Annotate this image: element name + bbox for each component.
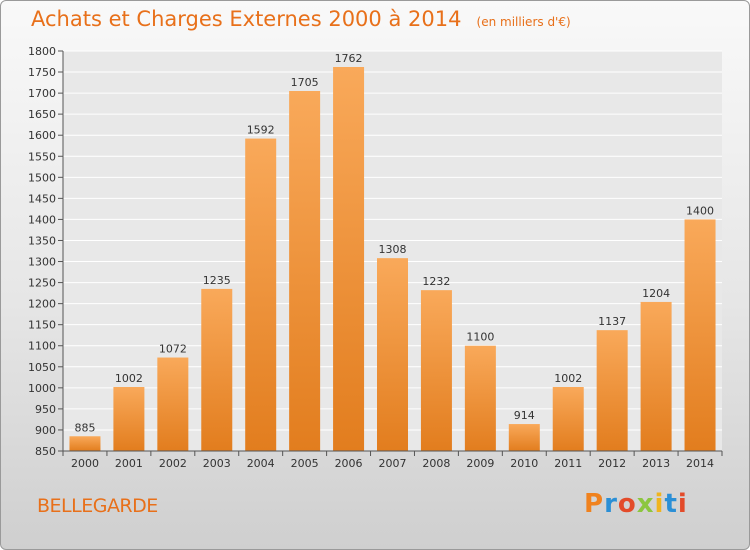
title-area: Achats et Charges Externes 2000 à 2014 (… (31, 7, 571, 31)
y-tick-label: 1400 (28, 213, 56, 226)
bar-value-label: 1592 (247, 124, 275, 137)
y-tick-label: 1800 (28, 45, 56, 58)
bar-value-label: 1137 (598, 315, 626, 328)
x-tick-label: 2007 (379, 457, 407, 470)
bars (69, 67, 716, 451)
bar-value-label: 1100 (466, 331, 494, 344)
x-tick-label: 2004 (247, 457, 275, 470)
y-tick-label: 900 (35, 424, 56, 437)
logo-letter: i (654, 489, 665, 519)
bar-value-label: 1072 (159, 343, 187, 356)
logo-letter: P (584, 489, 605, 519)
x-tick-label: 2003 (203, 457, 231, 470)
logo-letter: x (636, 489, 655, 519)
chart-subtitle: (en milliers d'€) (476, 15, 571, 29)
x-tick-label: 2009 (466, 457, 494, 470)
logo-letter: r (604, 489, 618, 519)
y-tick-label: 1050 (28, 361, 56, 374)
logo-letter: i (677, 489, 688, 519)
y-tick-label: 1350 (28, 234, 56, 247)
bar-2008 (420, 290, 452, 451)
y-tick-label: 1450 (28, 192, 56, 205)
x-tick-label: 2012 (598, 457, 626, 470)
y-tick-label: 1200 (28, 298, 56, 311)
x-tick-label: 2010 (510, 457, 538, 470)
bar-2000 (69, 436, 101, 451)
town-name: BELLEGARDE (37, 495, 158, 517)
bar-2014 (684, 219, 716, 451)
x-axis-ticks: 2000 2001 2002 2003 2004 2005 2006 2007 2008 2009… (62, 451, 723, 470)
bar-value-label: 1400 (686, 204, 714, 217)
bar-2013 (640, 301, 672, 451)
bar-value-label: 885 (74, 421, 95, 434)
y-axis-ticks: 850 900 950 1000 1050 1100 1150 1200 1250 1300 135… (28, 45, 64, 458)
y-tick-label: 1150 (28, 319, 56, 332)
chart-title: Achats et Charges Externes 2000 à 2014 (31, 7, 462, 31)
bar-value-label: 1235 (203, 274, 231, 287)
y-tick-label: 1650 (28, 108, 56, 121)
bar-2011 (552, 387, 584, 451)
y-tick-label: 1300 (28, 256, 56, 269)
x-tick-label: 2002 (159, 457, 187, 470)
y-tick-label: 1500 (28, 171, 56, 184)
y-tick-label: 1000 (28, 382, 56, 395)
bar-2012 (596, 330, 628, 451)
bar-value-label: 914 (514, 409, 535, 422)
y-tick-label: 850 (35, 445, 56, 458)
x-tick-label: 2006 (335, 457, 363, 470)
y-tick-label: 1700 (28, 87, 56, 100)
bar-2009 (464, 345, 496, 451)
x-tick-label: 2001 (115, 457, 143, 470)
x-tick-label: 2005 (291, 457, 319, 470)
logo-letter: t (664, 489, 678, 519)
x-tick-label: 2000 (71, 457, 99, 470)
bar-2010 (508, 424, 540, 451)
x-tick-label: 2014 (686, 457, 714, 470)
bar-2002 (157, 357, 189, 451)
bar-2004 (245, 138, 277, 451)
bar-value-label: 1308 (379, 243, 407, 256)
y-tick-label: 950 (35, 403, 56, 416)
y-tick-label: 1750 (28, 66, 56, 79)
x-tick-label: 2011 (554, 457, 582, 470)
bar-value-label: 1705 (291, 76, 319, 89)
bar-2001 (113, 387, 145, 451)
bar-2006 (333, 67, 365, 451)
bar-value-label: 1762 (335, 52, 363, 65)
bar-2005 (289, 91, 321, 451)
x-tick-label: 2013 (642, 457, 670, 470)
y-tick-label: 1100 (28, 340, 56, 353)
bar-value-labels: 885 1002 1072 1235 1592 1705 1762 1308 1232 1100 9… (74, 52, 714, 434)
bar-value-label: 1002 (554, 372, 582, 385)
x-tick-label: 2008 (422, 457, 450, 470)
logo-letter: o (617, 489, 637, 519)
bar-2007 (377, 258, 408, 451)
y-tick-label: 1550 (28, 150, 56, 163)
bar-value-label: 1232 (422, 275, 450, 288)
proxiti-logo: Proxiti (584, 489, 688, 519)
bar-2003 (201, 288, 233, 451)
y-tick-label: 1250 (28, 277, 56, 290)
y-tick-label: 1600 (28, 129, 56, 142)
bar-value-label: 1204 (642, 287, 670, 300)
bar-value-label: 1002 (115, 372, 143, 385)
